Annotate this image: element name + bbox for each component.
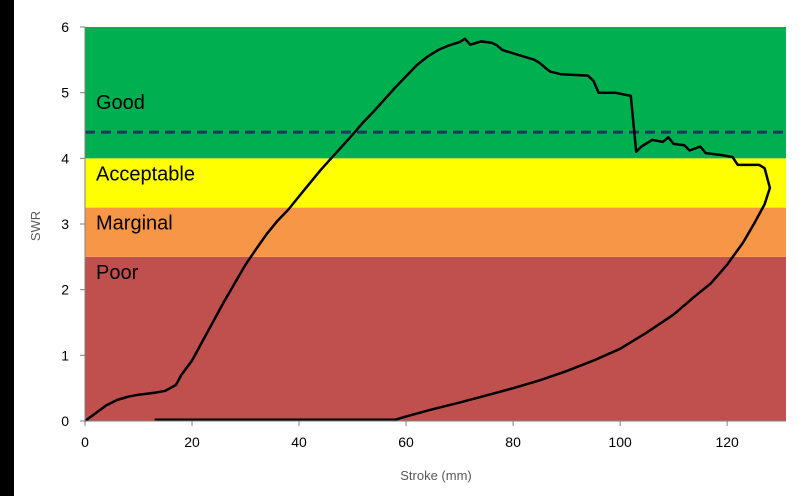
x-tick-label: 80 bbox=[505, 434, 521, 450]
y-tick-label: 1 bbox=[61, 347, 69, 363]
zone-label-marginal: Marginal bbox=[96, 213, 173, 235]
y-tick-label: 5 bbox=[61, 85, 69, 101]
zone-marginal bbox=[85, 207, 786, 257]
x-axis-title: Stroke (mm) bbox=[400, 468, 472, 483]
zone-label-poor: Poor bbox=[96, 262, 139, 284]
x-tick-label: 60 bbox=[398, 434, 414, 450]
y-tick-label: 4 bbox=[61, 150, 69, 166]
y-tick-label: 2 bbox=[61, 282, 69, 298]
y-axis-title: SWR bbox=[28, 211, 43, 241]
zone-acceptable bbox=[85, 158, 786, 208]
zone-label-good: Good bbox=[96, 92, 145, 114]
zones-layer bbox=[85, 27, 786, 421]
x-tick-label: 40 bbox=[291, 434, 307, 450]
x-tick-label: 120 bbox=[715, 434, 739, 450]
axes-layer: 0 20 40 60 80 100 120 0 1 2 3 4 5 6 bbox=[61, 19, 786, 450]
x-tick-label: 0 bbox=[81, 434, 89, 450]
y-tick-label: 0 bbox=[61, 413, 69, 429]
x-tick-label: 100 bbox=[608, 434, 632, 450]
zone-label-acceptable: Acceptable bbox=[96, 163, 195, 185]
y-tick-label: 6 bbox=[61, 19, 69, 35]
x-tick-label: 20 bbox=[184, 434, 200, 450]
zone-good bbox=[85, 27, 786, 159]
y-tick-label: 3 bbox=[61, 216, 69, 232]
series-layer bbox=[84, 37, 772, 423]
zone-poor bbox=[85, 256, 786, 421]
series-line-0 bbox=[84, 37, 772, 423]
zone-labels-layer: Poor Marginal Acceptable Good bbox=[96, 92, 195, 284]
